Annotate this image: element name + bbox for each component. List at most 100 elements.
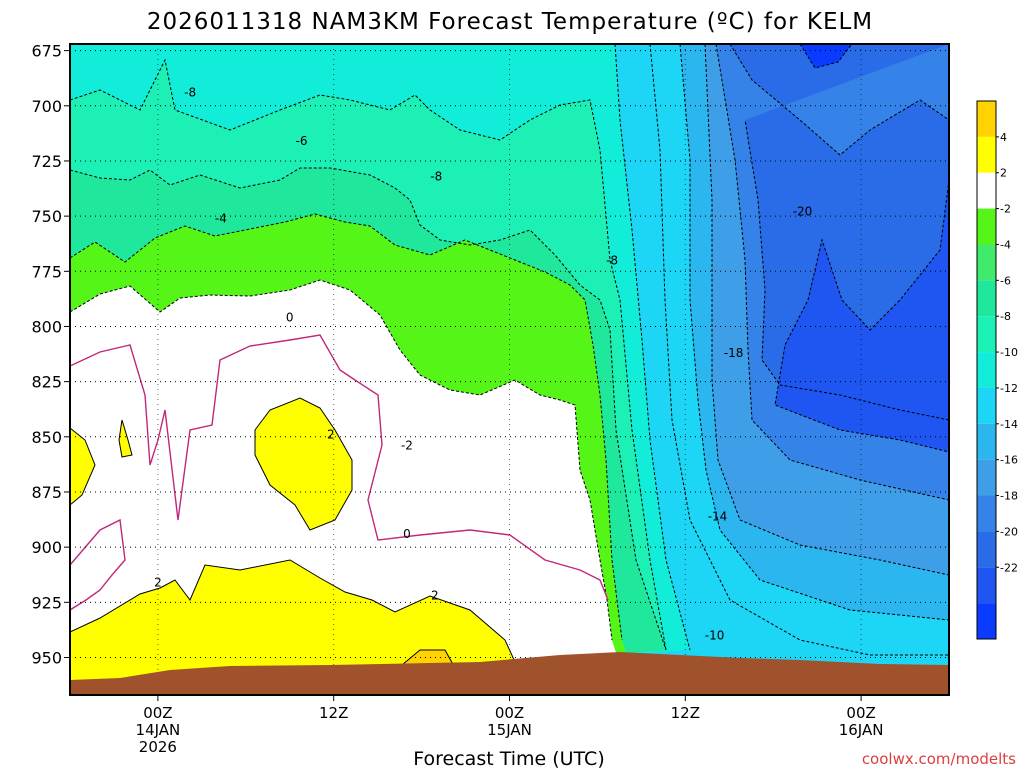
y-tick-label: 900 [31, 538, 62, 557]
contour-minus-8 [70, 58, 667, 651]
colorbar-swatch [977, 208, 996, 245]
colorbar-swatch [977, 495, 996, 532]
colorbar-swatch [977, 172, 996, 209]
y-tick-label: 775 [31, 262, 62, 281]
colorbar-frame [976, 100, 997, 640]
band-2-to-4-lower [70, 560, 515, 695]
x-tick-label: 14JAN [136, 721, 181, 739]
contour-label: -10 [705, 628, 725, 642]
contour-zero [70, 334, 609, 611]
colorbar-label: -18 [1000, 490, 1018, 503]
contour-plus-2-small [118, 419, 133, 458]
colorbar-label: -8 [1000, 310, 1011, 323]
contour-minus-2 [70, 279, 613, 641]
colorbar-label: -12 [1000, 382, 1018, 395]
y-tick-label: 875 [31, 483, 62, 502]
band-2-to-4-left [70, 428, 95, 505]
colorbar-label: -2 [1000, 203, 1011, 216]
band-minus-24-to-minus-22 [800, 44, 852, 68]
y-tick-label: 925 [31, 593, 62, 612]
contour-label: -8 [430, 169, 442, 183]
contour-minus-22 [774, 179, 949, 453]
contour-label: -6 [295, 134, 307, 148]
contour-minus-10 [614, 44, 691, 651]
colorbar-label: -16 [1000, 454, 1018, 467]
positive-contours [70, 397, 516, 669]
x-tick-label: 12Z [319, 704, 348, 722]
colorbar-swatch [977, 101, 996, 137]
y-tick-label: 950 [31, 648, 62, 667]
y-tick-label: 850 [31, 428, 62, 447]
contour-minus-20 [729, 44, 949, 421]
watermark: coolwx.com/modelts [862, 750, 1016, 768]
contour-label: -8 [184, 86, 196, 100]
contour-label: -8 [606, 253, 618, 267]
colorbar-label: 4 [1000, 131, 1007, 144]
x-tick-label: 00Z [495, 704, 524, 722]
x-tick-label: 12Z [671, 704, 700, 722]
contour-label: 0 [286, 311, 294, 325]
contour-label: -14 [708, 509, 728, 523]
colorbar-swatch [977, 316, 996, 353]
y-tick-label: 675 [31, 42, 62, 61]
y-tick-label: 725 [31, 152, 62, 171]
x-tick-label: 00Z [143, 704, 172, 722]
colorbar-swatch [977, 423, 996, 460]
colorbar-swatch [977, 531, 996, 568]
contour-plus-2-left [70, 427, 96, 506]
contour-label: 2 [154, 575, 162, 589]
chart-title: 2026011318 NAM3KM Forecast Temperature (… [147, 9, 873, 35]
y-tick-label: 825 [31, 373, 62, 392]
contour-minus-12 [649, 44, 949, 656]
x-tick-label: 16JAN [839, 721, 884, 739]
colorbar-swatch [977, 459, 996, 496]
x-tick-label: 2026 [139, 738, 177, 756]
colorbar-swatch [977, 603, 996, 639]
contour-plus-2-lower [70, 559, 516, 663]
contour-plus-4 [401, 649, 456, 669]
colorbar-label: 2 [1000, 167, 1007, 180]
negative-contours [70, 44, 949, 656]
colorbar-label: -14 [1000, 418, 1018, 431]
band-2-to-4-small [119, 420, 132, 457]
band-minus-22-to-minus-20 [775, 180, 949, 452]
colorbar-swatch [977, 244, 996, 281]
colorbar-label: -6 [1000, 274, 1011, 287]
colorbar-swatch [977, 567, 996, 604]
colorbar-swatch [977, 352, 996, 388]
y-axis: 675 700 725 750 775 800 825 850 875 900 925 950 [31, 42, 70, 667]
y-tick-label: 800 [31, 317, 62, 336]
contour-minus-14 [679, 44, 949, 621]
colorbar-label: -10 [1000, 346, 1018, 359]
x-tick-label: 15JAN [487, 721, 532, 739]
colorbar-swatch [977, 387, 996, 424]
colorbar-label: -22 [1000, 561, 1018, 574]
x-tick-label: 00Z [846, 704, 875, 722]
contour-minus-24 [799, 44, 853, 69]
colorbar-swatch [977, 136, 996, 173]
colorbar: 4 2 -2 -4 -6 -8 -10 -12 -14 -16 -18 -20 -22 [976, 100, 1018, 640]
contour-label: 2 [431, 589, 439, 603]
contour-labels: -8 -6 -4 0 2 -2 -8 -8 0 2 2 -10 -14 -18 -20 [154, 86, 812, 643]
contour-label: 0 [403, 527, 411, 541]
terrain [70, 652, 949, 695]
contour-minus-4 [70, 213, 623, 641]
y-tick-label: 750 [31, 207, 62, 226]
contour-label: -2 [401, 439, 413, 453]
contour-minus-16 [704, 44, 949, 576]
x-axis-title: Forecast Time (UTC) [413, 748, 604, 768]
colorbar-label: -4 [1000, 238, 1011, 251]
y-tick-label: 700 [31, 97, 62, 116]
contour-label: -20 [793, 205, 813, 219]
plot-area: -8 -6 -4 0 2 -2 -8 -8 0 2 2 -10 -14 -18 -20 [70, 44, 949, 695]
contour-label: 2 [327, 428, 335, 442]
band-2-to-4-upper [255, 398, 352, 530]
colorbar-label: -20 [1000, 525, 1018, 538]
contour-plus-2-upper [254, 397, 353, 531]
contour-label: -18 [724, 346, 744, 360]
grid [70, 44, 949, 695]
contour-label: -4 [215, 211, 227, 225]
colorbar-swatch [977, 280, 996, 317]
